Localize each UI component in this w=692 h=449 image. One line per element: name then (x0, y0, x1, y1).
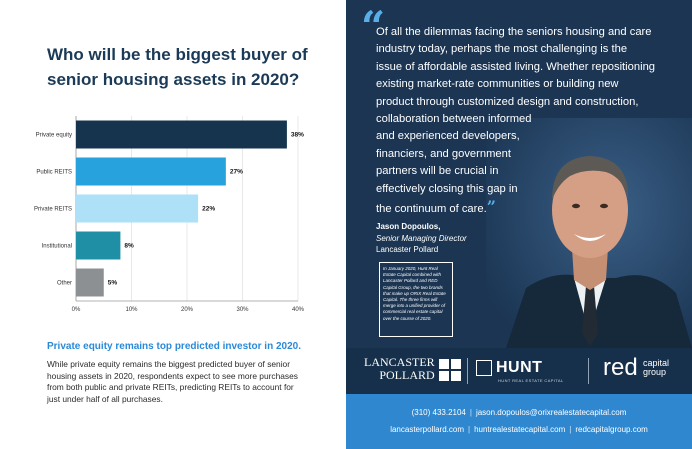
hunt-logo: HUNT (496, 359, 543, 376)
y-tick-label: Private REITS (34, 207, 72, 213)
chart-body-text: While private equity remains the biggest… (47, 359, 298, 404)
quote-line: industry today, perhaps the most challen… (376, 43, 628, 56)
quote-close-mark: ” (486, 197, 496, 217)
quote-line: product through customized design and co… (376, 95, 639, 108)
website-link-lancaster[interactable]: lancasterpollard.com (390, 425, 464, 434)
x-tick-label: 30% (236, 307, 249, 313)
lancaster-pollard-logo: LANCASTER POLLARD (364, 356, 435, 382)
contact-email-link[interactable]: jason.dopoulos@orixrealestatecapital.com (475, 408, 627, 417)
bar-public-reits (76, 157, 226, 186)
chart-title: Who will be the biggest buyer of senior … (47, 45, 308, 89)
quote-line: effectively closing this gap in (376, 182, 518, 195)
logos-band: LANCASTER POLLARD HUNT HUNT REAL ESTATE … (346, 348, 692, 394)
bar-value-label: 27% (230, 169, 243, 176)
quote-line: financiers, and government (376, 147, 511, 160)
y-tick-label: Other (57, 281, 72, 287)
bar-chart: Private equity 38% Public REITS 27% Private … (34, 116, 305, 313)
red-capital-logo: red (603, 354, 638, 381)
red-capital-logo-sub: capital group (643, 359, 669, 377)
quote-text: Of all the dilemmas facing the seniors h… (376, 24, 686, 218)
speaker-role: Senior Managing Director (376, 234, 467, 243)
y-tick-label: Institutional (42, 244, 72, 250)
quote-line: existing market-rate communities or buil… (376, 78, 619, 91)
logo-divider (467, 358, 468, 384)
contact-divider: | (468, 425, 471, 434)
lancaster-logo-line2: POLLARD (379, 368, 435, 382)
bar-value-label: 38% (291, 132, 304, 139)
speaker-name: Jason Dopoulos, (376, 222, 441, 231)
quote-line: Of all the dilemmas facing the seniors h… (376, 26, 652, 38)
quote-line: partners will be crucial in (376, 165, 499, 178)
left-panel: Who will be the biggest buyer of senior … (33, 45, 308, 404)
quote-line: issue of affordable assisted living. Whe… (376, 60, 656, 73)
bar-institutional (76, 231, 121, 260)
red-logo-capital: capital (643, 358, 670, 368)
bar-value-label: 8% (124, 243, 134, 250)
x-tick-label: 40% (292, 307, 305, 313)
lancaster-grid-icon (439, 359, 461, 381)
bar-other (76, 268, 104, 297)
bar-private-equity (76, 120, 287, 149)
red-logo-group: group (643, 367, 667, 377)
bar-value-label: 22% (202, 206, 215, 213)
y-tick-label: Public REITS (36, 170, 72, 176)
quote-line: and experienced developers, (376, 130, 520, 143)
contact-divider: | (469, 408, 472, 417)
x-tick-label: 0% (72, 307, 81, 313)
quote-line: the continuum of care. (376, 203, 487, 216)
bar-private-reits (76, 194, 199, 223)
hunt-logo-subtitle: HUNT REAL ESTATE CAPITAL (498, 378, 564, 383)
website-link-hunt[interactable]: huntrealestatecapital.com (474, 425, 566, 434)
y-tick-label: Private equity (36, 133, 72, 139)
merger-note: In January 2020, Hunt Real Estate Capita… (379, 262, 453, 337)
website-link-red[interactable]: redcapitalgroup.com (575, 425, 648, 434)
x-tick-label: 20% (181, 307, 194, 313)
bar-value-label: 5% (108, 280, 118, 287)
contact-divider: | (569, 425, 572, 434)
x-tick-label: 10% (125, 307, 138, 313)
lancaster-logo-line1: LANCASTER (364, 355, 435, 369)
chart-subhead: Private equity remains top predicted inv… (47, 341, 301, 352)
hunt-mark-icon (476, 360, 492, 376)
right-panel: “ Of all the dilemmas facing the seniors… (346, 0, 692, 449)
contact-band: (310) 433.2104 | jason.dopoulos@orixreales… (346, 394, 692, 449)
portrait-photo (486, 118, 692, 348)
contact-phone[interactable]: (310) 433.2104 (411, 408, 466, 417)
logo-divider (588, 358, 589, 384)
quote-line: collaboration between informed (376, 113, 532, 126)
quote-open-mark: “ (361, 2, 386, 51)
speaker-company: Lancaster Pollard (376, 245, 439, 254)
